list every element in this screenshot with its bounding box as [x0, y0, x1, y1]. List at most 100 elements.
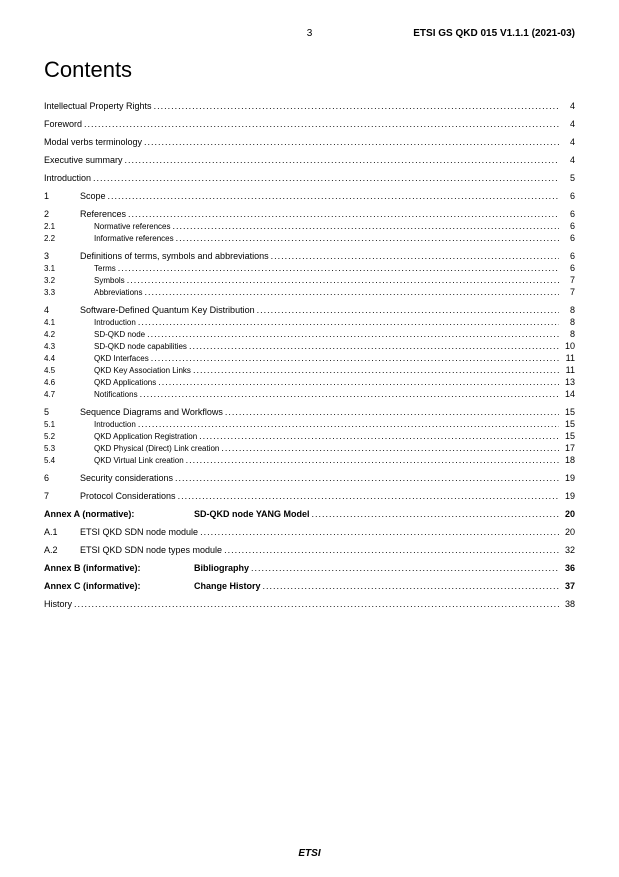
- toc-leader-dots: [251, 563, 559, 573]
- footer-org: ETSI: [0, 848, 619, 859]
- toc-page-num: 15: [561, 419, 575, 429]
- toc-leader-dots: [151, 353, 559, 363]
- toc-page-num: 8: [561, 305, 575, 315]
- toc-line: 5.1Introduction15: [44, 419, 575, 429]
- toc-leader-dots: [147, 329, 559, 339]
- toc-section-title: Executive summary: [44, 155, 123, 165]
- toc-line: History38: [44, 599, 575, 609]
- toc-section-num: 5.2: [44, 432, 80, 441]
- toc-line: 5.3QKD Physical (Direct) Link creation 17: [44, 443, 575, 453]
- toc-section-num: 4.6: [44, 378, 80, 387]
- toc-leader-dots: [144, 137, 559, 147]
- toc-section-num: 3.1: [44, 264, 80, 273]
- toc-line: 3.3Abbreviations7: [44, 287, 575, 297]
- toc-section-num: 5: [44, 407, 80, 417]
- toc-section-num: 2: [44, 209, 80, 219]
- toc-line: 5.2QKD Application Registration15: [44, 431, 575, 441]
- toc-leader-dots: [125, 155, 559, 165]
- toc-line: 6Security considerations19: [44, 473, 575, 483]
- toc-line: Introduction 5: [44, 173, 575, 183]
- toc-section-title: QKD Physical (Direct) Link creation: [80, 444, 219, 453]
- toc-leader-dots: [93, 173, 559, 183]
- toc-section-title: QKD Virtual Link creation: [80, 456, 184, 465]
- toc-annex-label: Annex B (informative):: [44, 563, 194, 573]
- toc-page-num: 17: [561, 443, 575, 453]
- toc-leader-dots: [158, 377, 559, 387]
- toc-line: Intellectual Property Rights4: [44, 101, 575, 111]
- toc-section-num: 2.2: [44, 234, 80, 243]
- toc-page-num: 20: [561, 527, 575, 537]
- toc-leader-dots: [257, 305, 559, 315]
- toc-line: Foreword 4: [44, 119, 575, 129]
- toc-section-title: Terms: [80, 264, 116, 273]
- toc-section-num: 1: [44, 191, 80, 201]
- toc-page-num: 15: [561, 407, 575, 417]
- toc-page-num: 15: [561, 431, 575, 441]
- toc-page-num: 7: [561, 287, 575, 297]
- toc-page-num: 6: [561, 233, 575, 243]
- toc-section-title: Informative references: [80, 234, 174, 243]
- toc-leader-dots: [175, 473, 559, 483]
- toc-page-num: 13: [561, 377, 575, 387]
- toc-leader-dots: [172, 221, 559, 231]
- toc-section-title: Symbols: [80, 276, 125, 285]
- toc-line: Executive summary 4: [44, 155, 575, 165]
- toc-page-num: 6: [561, 263, 575, 273]
- toc-section-title: Foreword: [44, 119, 82, 129]
- page-number: 3: [221, 28, 398, 39]
- toc-leader-dots: [128, 209, 559, 219]
- toc-line: 4.5QKD Key Association Links11: [44, 365, 575, 375]
- toc-page-num: 6: [561, 209, 575, 219]
- toc-section-num: A.1: [44, 527, 80, 537]
- toc-page-num: 6: [561, 251, 575, 261]
- toc-page-num: 8: [561, 329, 575, 339]
- toc-page-num: 4: [561, 155, 575, 165]
- toc-leader-dots: [176, 233, 559, 243]
- toc-section-title: History: [44, 599, 72, 609]
- doc-id: ETSI GS QKD 015 V1.1.1 (2021-03): [398, 28, 575, 39]
- table-of-contents: Intellectual Property Rights4 Foreword 4 Mo…: [44, 101, 575, 609]
- toc-section-title: Introduction: [44, 173, 91, 183]
- toc-section-title: SD-QKD node: [80, 330, 145, 339]
- toc-leader-dots: [138, 317, 559, 327]
- toc-page-num: 4: [561, 101, 575, 111]
- toc-line: 5.4QKD Virtual Link creation18: [44, 455, 575, 465]
- toc-line: 4.6QKD Applications 13: [44, 377, 575, 387]
- toc-section-num: 4.2: [44, 330, 80, 339]
- toc-line: 4.2SD-QKD node 8: [44, 329, 575, 339]
- toc-line: 1Scope6: [44, 191, 575, 201]
- toc-section-title: QKD Applications: [80, 378, 156, 387]
- toc-leader-dots: [144, 287, 559, 297]
- toc-section-num: 4.7: [44, 390, 80, 399]
- toc-annex-line: Annex A (normative):SD-QKD node YANG Mod…: [44, 509, 575, 519]
- toc-section-title: References: [80, 209, 126, 219]
- toc-page-num: 37: [561, 581, 575, 591]
- toc-annex-title: Bibliography: [194, 563, 249, 573]
- toc-leader-dots: [271, 251, 559, 261]
- toc-page-num: 4: [561, 119, 575, 129]
- toc-section-title: SD-QKD node capabilities: [80, 342, 187, 351]
- toc-line: 4.3SD-QKD node capabilities10: [44, 341, 575, 351]
- toc-annex-label: Annex C (informative):: [44, 581, 194, 591]
- toc-page-num: 6: [561, 221, 575, 231]
- toc-section-num: 4.4: [44, 354, 80, 363]
- toc-annex-line: Annex B (informative):Bibliography36: [44, 563, 575, 573]
- toc-page-num: 19: [561, 473, 575, 483]
- toc-leader-dots: [200, 527, 559, 537]
- toc-section-title: Definitions of terms, symbols and abbrev…: [80, 251, 269, 261]
- page-header: 3 ETSI GS QKD 015 V1.1.1 (2021-03): [44, 28, 575, 39]
- toc-annex-title: Change History: [194, 581, 261, 591]
- toc-line: Modal verbs terminology4: [44, 137, 575, 147]
- toc-section-title: Introduction: [80, 318, 136, 327]
- toc-page-num: 8: [561, 317, 575, 327]
- toc-section-num: 5.3: [44, 444, 80, 453]
- toc-line: 2References 6: [44, 209, 575, 219]
- toc-leader-dots: [199, 431, 559, 441]
- toc-line: 4.7Notifications14: [44, 389, 575, 399]
- toc-page-num: 6: [561, 191, 575, 201]
- toc-page-num: 5: [561, 173, 575, 183]
- toc-section-num: 4.5: [44, 366, 80, 375]
- toc-annex-line: Annex C (informative):Change History 37: [44, 581, 575, 591]
- toc-leader-dots: [225, 407, 559, 417]
- toc-page-num: 19: [561, 491, 575, 501]
